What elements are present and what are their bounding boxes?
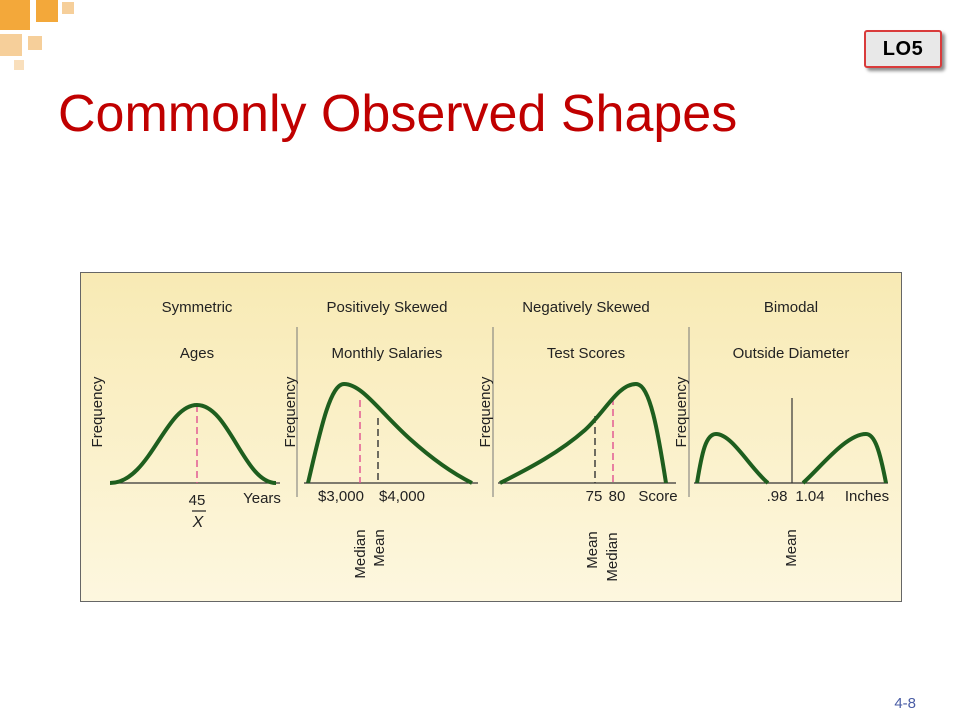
panel-bimodal: Bimodal Outside Diameter Frequency .98 1… (673, 299, 889, 567)
marker-label: Mean (584, 531, 601, 569)
shape-label: Positively Skewed (327, 299, 448, 316)
symmetric-curve (109, 402, 277, 485)
tick-label: 1.04 (795, 488, 824, 505)
unit-label: Years (243, 490, 281, 507)
y-axis-label: Frequency (89, 376, 106, 447)
corner-square (28, 36, 42, 50)
corner-square (14, 60, 24, 70)
bimodal-right-curve (801, 431, 888, 485)
page-number: 4-8 (894, 695, 916, 712)
learning-objective-badge: LO5 (864, 30, 942, 68)
y-axis-label: Frequency (673, 376, 690, 447)
corner-square (36, 0, 58, 22)
tick-label: $3,000 (318, 488, 364, 505)
panel-symmetric: Symmetric Ages Frequency 45 X Years (89, 299, 281, 531)
slide-title: Commonly Observed Shapes (58, 85, 738, 143)
distribution-shapes-figure: Symmetric Ages Frequency 45 X Years Posi… (80, 272, 902, 602)
marker-label: Mean (783, 529, 800, 567)
marker-label: Median (352, 529, 369, 578)
corner-square (0, 0, 30, 30)
tick-label: 45 (189, 492, 206, 509)
unit-label: Score (638, 488, 677, 505)
variable-label: Ages (180, 345, 214, 362)
variable-label: Monthly Salaries (332, 345, 443, 362)
negatively-skewed-curve (499, 381, 668, 485)
mean-symbol: X (192, 514, 205, 531)
tick-label: 75 (586, 488, 603, 505)
positively-skewed-curve (306, 381, 473, 485)
shape-label: Negatively Skewed (522, 299, 650, 316)
marker-label: Mean (371, 529, 388, 567)
corner-square (62, 2, 74, 14)
tick-label: .98 (767, 488, 788, 505)
bimodal-left-curve (695, 431, 770, 485)
y-axis-label: Frequency (282, 376, 299, 447)
panel-negatively-skewed: Negatively Skewed Test Scores Frequency … (477, 299, 678, 582)
tick-label: 80 (609, 488, 626, 505)
y-axis-label: Frequency (477, 376, 494, 447)
shape-label: Symmetric (162, 299, 233, 316)
marker-label: Median (604, 532, 621, 581)
variable-label: Test Scores (547, 345, 625, 362)
variable-label: Outside Diameter (733, 345, 850, 362)
unit-label: Inches (845, 488, 889, 505)
panel-positively-skewed: Positively Skewed Monthly Salaries Frequ… (282, 299, 478, 579)
corner-square (0, 34, 22, 56)
shape-label: Bimodal (764, 299, 818, 316)
figure-background (80, 272, 902, 602)
tick-label: $4,000 (379, 488, 425, 505)
